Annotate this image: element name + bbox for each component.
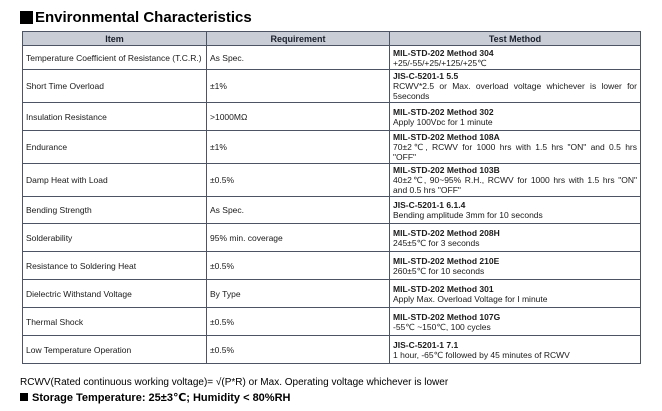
column-header-requirement: Requirement	[206, 31, 390, 46]
test-standard: MIL-STD-202 Method 103B	[393, 165, 500, 175]
table-row: Endurance ±1% MIL-STD-202 Method 108A 70±…	[22, 130, 641, 164]
item-cell: Bending Strength	[22, 196, 207, 224]
test-standard: MIL-STD-202 Method 210E	[393, 255, 500, 266]
item-cell: Short Time Overload	[22, 69, 207, 103]
test-detail: 260±5℃ for 10 seconds	[393, 265, 485, 276]
requirement-cell: ±1%	[206, 69, 390, 103]
test-detail: Apply 100Vᴅᴄ for 1 minute	[393, 116, 493, 127]
table-row: Bending Strength As Spec. JIS-C-5201-1 6…	[22, 196, 641, 224]
test-standard: MIL-STD-202 Method 301	[393, 283, 494, 294]
rcwv-footnote: RCWV(Rated continuous working voltage)= …	[20, 377, 449, 388]
test-detail: +25/-55/+25/+125/+25℃	[393, 57, 487, 68]
test-detail: Apply Max. Overload Voltage for I minute	[393, 293, 548, 304]
section-title: Environmental Characteristics	[35, 8, 252, 26]
test-standard: JIS-C-5201-1 5.5	[393, 71, 459, 81]
test-method-cell: MIL-STD-202 Method 304 +25/-55/+25/+125/+…	[389, 45, 641, 70]
test-method-cell: JIS-C-5201-1 6.1.4 Bending amplitude 3mm …	[389, 196, 641, 224]
table-row: Resistance to Soldering Heat ±0.5% MIL-S…	[22, 251, 641, 280]
test-standard: MIL-STD-202 Method 304	[393, 47, 494, 58]
item-cell: Solderability	[22, 223, 207, 252]
test-method-cell: MIL-STD-202 Method 302 Apply 100Vᴅᴄ for 1…	[389, 102, 641, 131]
test-method-cell: MIL-STD-202 Method 107G -55℃ ~150℃, 100 c…	[389, 307, 641, 336]
table-row: Dielectric Withstand Voltage By Type MIL…	[22, 279, 641, 308]
square-bullet-icon	[20, 10, 33, 24]
item-cell: Endurance	[22, 130, 207, 164]
requirement-cell: As Spec.	[206, 45, 390, 70]
test-standard: MIL-STD-202 Method 107G	[393, 311, 501, 322]
test-standard: MIL-STD-202 Method 208H	[393, 227, 500, 238]
item-cell: Dielectric Withstand Voltage	[22, 279, 207, 308]
table-row: Insulation Resistance >1000MΩ MIL-STD-20…	[22, 102, 641, 131]
column-header-item: Item	[22, 31, 207, 46]
test-detail: 40±2℃, 90~95% R.H., RCWV for 1000 hrs wi…	[393, 175, 637, 195]
test-standard: MIL-STD-202 Method 108A	[393, 132, 500, 142]
table-row: Short Time Overload ±1% JIS-C-5201-1 5.5…	[22, 69, 641, 103]
table-row: Thermal Shock ±0.5% MIL-STD-202 Method 1…	[22, 307, 641, 336]
test-standard: JIS-C-5201-1 6.1.4	[393, 200, 466, 210]
square-bullet-icon	[20, 393, 28, 401]
item-cell: Insulation Resistance	[22, 102, 207, 131]
column-header-test-method: Test Method	[389, 31, 641, 46]
test-detail: Bending amplitude 3mm for 10 seconds	[393, 210, 543, 220]
table-row: Temperature Coefficient of Resistance (T…	[22, 45, 641, 70]
item-cell: Low Temperature Operation	[22, 335, 207, 364]
test-standard: MIL-STD-202 Method 302	[393, 106, 494, 117]
section-heading: Environmental Characteristics	[20, 7, 252, 27]
requirement-cell: By Type	[206, 279, 390, 308]
requirement-cell: As Spec.	[206, 196, 390, 224]
item-cell: Thermal Shock	[22, 307, 207, 336]
test-detail: 245±5℃ for 3 seconds	[393, 237, 480, 248]
test-method-cell: MIL-STD-202 Method 208H 245±5℃ for 3 seco…	[389, 223, 641, 252]
characteristics-table: Item Requirement Test Method Temperature…	[22, 31, 641, 364]
test-method-cell: JIS-C-5201-1 7.1 1 hour, -65℃ followed by…	[389, 335, 641, 364]
item-cell: Temperature Coefficient of Resistance (T…	[22, 45, 207, 70]
test-detail: -55℃ ~150℃, 100 cycles	[393, 321, 491, 332]
test-detail: 1 hour, -65℃ followed by 45 minutes of R…	[393, 349, 570, 360]
table-header-row: Item Requirement Test Method	[22, 31, 641, 46]
test-method-cell: JIS-C-5201-1 5.5 RCWV*2.5 or Max. overloa…	[389, 69, 641, 103]
requirement-cell: 95% min. coverage	[206, 223, 390, 252]
table-row: Damp Heat with Load ±0.5% MIL-STD-202 Me…	[22, 163, 641, 197]
test-method-cell: MIL-STD-202 Method 301 Apply Max. Overloa…	[389, 279, 641, 308]
table-row: Low Temperature Operation ±0.5% JIS-C-52…	[22, 335, 641, 364]
test-method-cell: MIL-STD-202 Method 103B 40±2℃, 90~95% R.H…	[389, 163, 641, 197]
item-cell: Resistance to Soldering Heat	[22, 251, 207, 280]
storage-text: Storage Temperature: 25±3℃; Humidity < 8…	[32, 392, 291, 404]
requirement-cell: ±1%	[206, 130, 390, 164]
requirement-cell: ±0.5%	[206, 251, 390, 280]
test-method-cell: MIL-STD-202 Method 108A 70±2℃, RCWV for 1…	[389, 130, 641, 164]
test-detail: RCWV*2.5 or Max. overload voltage whiche…	[393, 81, 637, 101]
requirement-cell: ±0.5%	[206, 307, 390, 336]
test-method-cell: MIL-STD-202 Method 210E 260±5℃ for 10 sec…	[389, 251, 641, 280]
requirement-cell: >1000MΩ	[206, 102, 390, 131]
storage-note: Storage Temperature: 25±3℃; Humidity < 8…	[20, 391, 290, 404]
test-standard: JIS-C-5201-1 7.1	[393, 339, 459, 350]
item-cell: Damp Heat with Load	[22, 163, 207, 197]
test-detail: 70±2℃, RCWV for 1000 hrs with 1.5 hrs "O…	[393, 142, 637, 162]
table-row: Solderability 95% min. coverage MIL-STD-…	[22, 223, 641, 252]
requirement-cell: ±0.5%	[206, 163, 390, 197]
requirement-cell: ±0.5%	[206, 335, 390, 364]
